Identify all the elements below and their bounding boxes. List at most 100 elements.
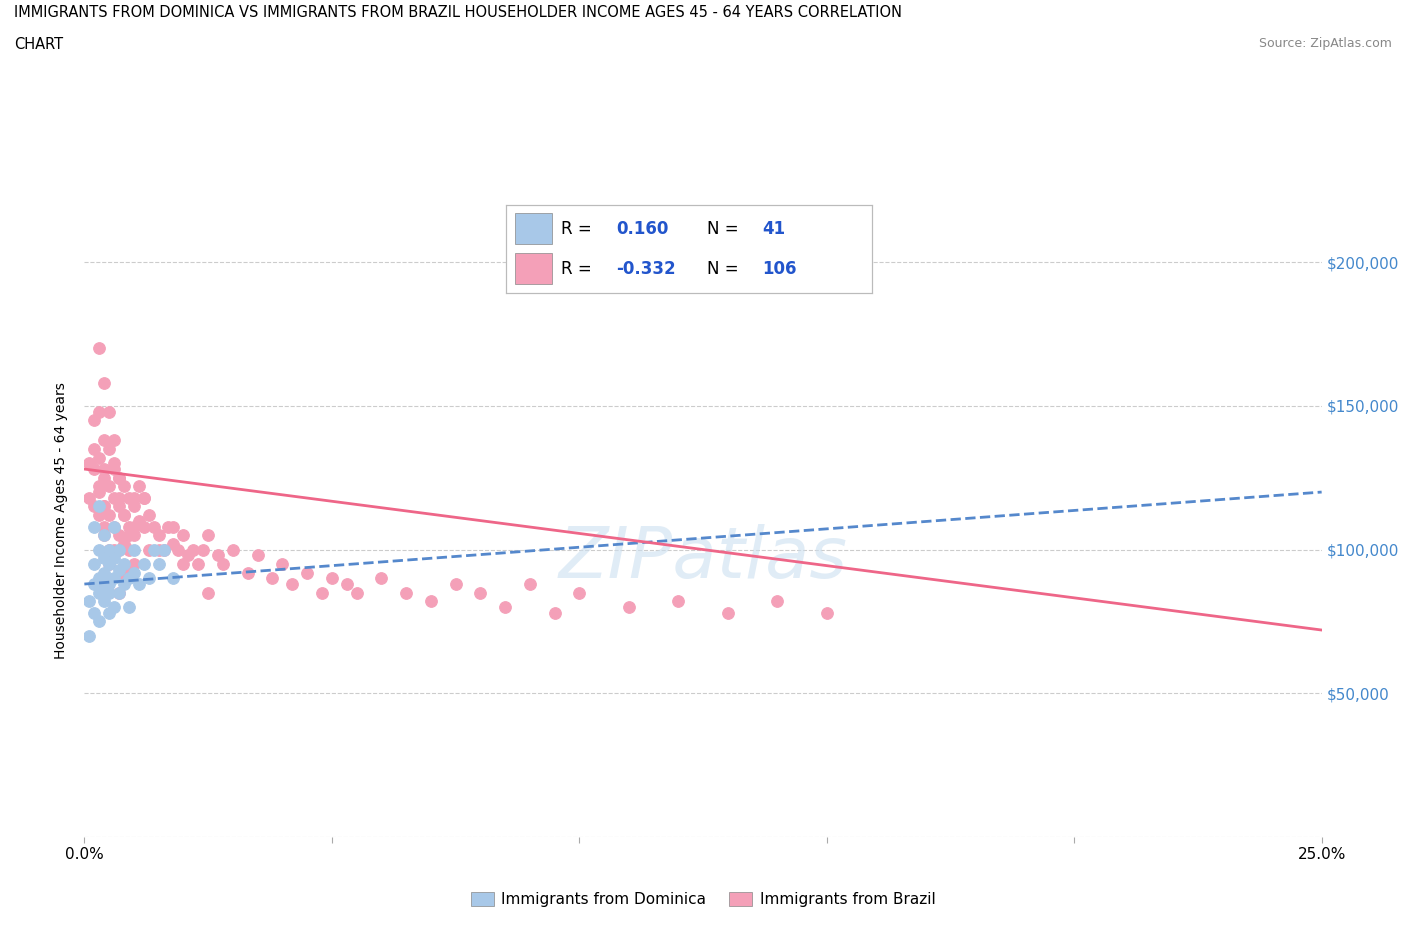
- Point: [103, 519, 125, 534]
- Point: [79, 490, 101, 505]
- Point: [311, 585, 333, 600]
- Point: [494, 600, 516, 615]
- Point: [108, 542, 131, 557]
- Point: [83, 605, 105, 620]
- Point: [98, 556, 121, 571]
- Point: [815, 605, 838, 620]
- Text: Source: ZipAtlas.com: Source: ZipAtlas.com: [1258, 37, 1392, 50]
- Point: [152, 542, 174, 557]
- Text: IMMIGRANTS FROM DOMINICA VS IMMIGRANTS FROM BRAZIL HOUSEHOLDER INCOME AGES 45 - : IMMIGRANTS FROM DOMINICA VS IMMIGRANTS F…: [14, 5, 903, 20]
- Point: [132, 490, 155, 505]
- Point: [187, 556, 209, 571]
- Point: [142, 542, 165, 557]
- Text: N =: N =: [707, 259, 744, 278]
- Legend: Immigrants from Dominica, Immigrants from Brazil: Immigrants from Dominica, Immigrants fro…: [464, 885, 942, 913]
- Point: [162, 537, 184, 551]
- Point: [93, 551, 115, 565]
- Point: [118, 490, 141, 505]
- Point: [103, 432, 125, 447]
- Point: [197, 527, 219, 542]
- Y-axis label: Householder Income Ages 45 - 64 years: Householder Income Ages 45 - 64 years: [55, 382, 69, 659]
- Point: [162, 571, 184, 586]
- Point: [122, 556, 145, 571]
- Point: [103, 456, 125, 471]
- Point: [128, 513, 150, 528]
- Point: [118, 565, 141, 580]
- Bar: [515, 213, 551, 245]
- Point: [103, 542, 125, 557]
- Point: [181, 542, 204, 557]
- Point: [122, 490, 145, 505]
- Point: [108, 471, 131, 485]
- Point: [132, 490, 155, 505]
- Point: [89, 542, 111, 557]
- Point: [89, 508, 111, 523]
- Point: [93, 527, 115, 542]
- Point: [103, 519, 125, 534]
- Point: [83, 519, 105, 534]
- Point: [212, 556, 235, 571]
- Point: [83, 461, 105, 476]
- Point: [222, 542, 245, 557]
- Point: [295, 565, 318, 580]
- Point: [98, 577, 121, 591]
- Point: [98, 542, 121, 557]
- Point: [419, 594, 441, 609]
- Point: [89, 341, 111, 356]
- Text: 0.160: 0.160: [616, 219, 668, 238]
- Point: [93, 577, 115, 591]
- Point: [470, 585, 492, 600]
- Point: [83, 499, 105, 514]
- Text: R =: R =: [561, 219, 598, 238]
- Point: [172, 527, 194, 542]
- Point: [207, 548, 229, 563]
- Point: [128, 479, 150, 494]
- Point: [98, 605, 121, 620]
- Point: [89, 577, 111, 591]
- Point: [197, 585, 219, 600]
- Point: [108, 585, 131, 600]
- Point: [108, 499, 131, 514]
- Point: [89, 479, 111, 494]
- Point: [118, 542, 141, 557]
- Point: [519, 577, 541, 591]
- Point: [89, 499, 111, 514]
- Point: [93, 376, 115, 391]
- Point: [103, 551, 125, 565]
- Point: [98, 508, 121, 523]
- Point: [83, 577, 105, 591]
- Point: [112, 537, 135, 551]
- Point: [122, 542, 145, 557]
- Point: [191, 542, 214, 557]
- Point: [98, 405, 121, 419]
- Point: [568, 585, 591, 600]
- Point: [395, 585, 418, 600]
- Point: [93, 594, 115, 609]
- Point: [103, 490, 125, 505]
- Text: 106: 106: [762, 259, 797, 278]
- Point: [93, 432, 115, 447]
- Point: [132, 519, 155, 534]
- Point: [157, 519, 180, 534]
- Point: [122, 519, 145, 534]
- Point: [98, 479, 121, 494]
- Point: [103, 461, 125, 476]
- Point: [103, 571, 125, 586]
- Point: [122, 565, 145, 580]
- Point: [79, 629, 101, 644]
- Text: -0.332: -0.332: [616, 259, 675, 278]
- Point: [444, 577, 467, 591]
- Point: [93, 527, 115, 542]
- Text: 41: 41: [762, 219, 785, 238]
- Point: [89, 571, 111, 586]
- Point: [148, 542, 170, 557]
- Point: [138, 508, 160, 523]
- Point: [246, 548, 269, 563]
- Point: [118, 571, 141, 586]
- Point: [112, 479, 135, 494]
- Point: [262, 571, 284, 586]
- Point: [370, 571, 392, 586]
- Point: [108, 471, 131, 485]
- Point: [93, 471, 115, 485]
- Point: [93, 499, 115, 514]
